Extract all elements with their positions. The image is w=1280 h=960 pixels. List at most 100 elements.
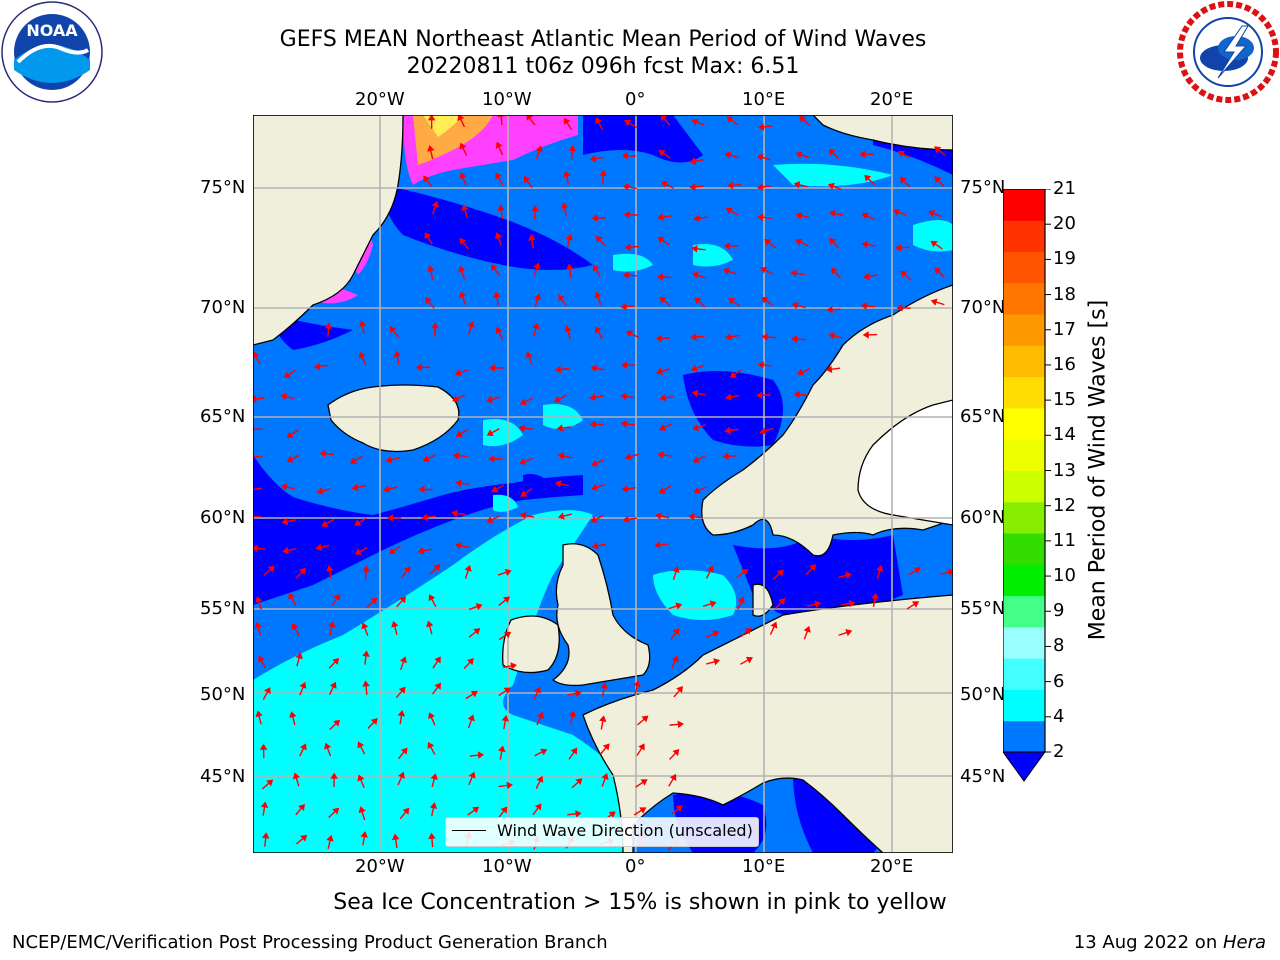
wind-wave-arrowhead [713, 658, 721, 666]
wind-wave-arrowhead [291, 623, 299, 631]
wind-wave-arrowhead [828, 332, 836, 340]
wind-wave-arrowhead [333, 719, 341, 727]
wind-wave-arrowhead [326, 834, 334, 842]
wind-wave-arrowhead [568, 144, 577, 152]
wind-wave-arrowhead [620, 392, 627, 401]
lat-label-left: 50°N [200, 684, 246, 705]
wind-wave-arrowhead [895, 244, 902, 252]
iceland [327, 384, 460, 453]
colorbar-band [1003, 439, 1045, 471]
wind-wave-arrowhead [554, 480, 562, 488]
wind-wave-arrowhead [533, 262, 541, 270]
wind-wave-arrowhead [871, 592, 879, 600]
wind-wave-arrowhead [845, 629, 853, 637]
lon-label-top: 10°E [742, 89, 786, 110]
wind-wave-arrowhead [570, 747, 578, 755]
wind-wave-arrowhead [393, 350, 402, 358]
wind-wave-arrowhead [475, 603, 483, 611]
wind-wave-arrowhead [534, 803, 542, 811]
wind-wave-arrowhead [497, 204, 505, 212]
map-canvas [253, 115, 953, 853]
wind-wave-arrowhead [591, 214, 598, 222]
chart-title: GEFS MEAN Northeast Atlantic Mean Period… [279, 27, 927, 52]
wind-wave-arrowhead [776, 569, 784, 577]
wind-wave-arrowhead [500, 806, 508, 814]
wind-wave-arrowhead [433, 564, 441, 571]
wind-wave-arrowhead [826, 305, 833, 314]
wind-wave-arrowhead [324, 742, 332, 750]
wind-wave-arrowhead [691, 245, 698, 253]
wind-wave-arrowhead [428, 832, 436, 840]
wind-wave-arrowhead [535, 145, 543, 153]
wind-wave-arrowhead [599, 169, 608, 177]
wind-wave-arrowhead [254, 621, 262, 629]
wind-wave-arrowhead [934, 176, 942, 184]
wind-wave-arrowhead [370, 597, 378, 605]
lon-label-bottom: 10°W [482, 856, 532, 877]
wind-wave-arrowhead [793, 390, 800, 399]
wind-wave-arrowhead [761, 333, 768, 341]
lat-label-right: 45°N [960, 766, 1006, 787]
wind-wave-arrowhead [575, 689, 582, 698]
great-britain [551, 543, 651, 687]
lon-label-bottom: 0° [625, 856, 646, 877]
lat-label-left: 45°N [200, 766, 246, 787]
lat-label-right: 55°N [960, 598, 1006, 619]
wind-wave-arrowhead [675, 805, 683, 813]
legend-line-sample [452, 830, 486, 831]
lat-label-right: 65°N [960, 406, 1006, 427]
wind-wave-arrowhead [793, 181, 801, 189]
wind-wave-arrowhead [399, 656, 407, 664]
wind-wave-arrowhead [728, 298, 736, 305]
wind-wave-arrowhead [467, 320, 475, 328]
wind-wave-arrowhead [295, 652, 303, 660]
noaa-logo-text: NOAA [26, 21, 78, 40]
colorbar-band [1003, 470, 1045, 503]
colorbar-tick-label: 2 [1053, 741, 1065, 762]
wind-wave-arrowhead [757, 123, 765, 131]
wind-wave-arrowhead [796, 368, 804, 376]
wind-wave-arrowhead [258, 655, 265, 663]
wind-wave-arrowhead [362, 650, 370, 657]
wind-wave-arrowhead [814, 600, 822, 608]
wind-wave-arrowhead [502, 596, 510, 604]
wind-wave-arrowhead [624, 453, 632, 461]
wind-wave-arrowhead [315, 543, 323, 551]
colorbar-band [1003, 595, 1045, 628]
wind-wave-arrowhead [756, 183, 764, 191]
chart-subtitle: 20220811 t06z 096h fcst Max: 6.51 [406, 54, 800, 79]
lat-label-right: 60°N [960, 507, 1006, 528]
wind-wave-arrowhead [621, 151, 628, 160]
wind-wave-arrowhead [300, 834, 308, 842]
wind-wave-arrowhead [289, 711, 297, 718]
wind-wave-arrowhead [332, 657, 340, 665]
wind-wave-arrowhead [863, 272, 870, 281]
wind-wave-arrowhead [563, 170, 571, 178]
wind-wave-arrowhead [421, 513, 428, 522]
wind-wave-arrowhead [253, 544, 258, 553]
colorbar-tick-label: 10 [1053, 565, 1076, 587]
wind-wave-arrowhead [575, 810, 582, 818]
wind-wave-arrowhead [357, 774, 365, 782]
wind-wave-arrowhead [589, 420, 596, 429]
wind-wave-arrowhead [494, 232, 503, 240]
wind-wave-arrowhead [362, 680, 370, 687]
colorbar-band [1003, 251, 1045, 284]
wind-wave-arrowhead [434, 682, 442, 690]
colorbar-under-arrow [1003, 751, 1046, 782]
wind-wave-arrowhead [641, 715, 649, 723]
wind-wave-arrowhead [427, 115, 436, 121]
wind-wave-arrowhead [892, 208, 900, 216]
wind-wave-arrowhead [590, 516, 598, 523]
wind-wave-arrowhead [455, 479, 462, 487]
colorbar-band [1003, 501, 1045, 534]
wind-wave-arrowhead [591, 542, 599, 550]
wind-wave-arrowhead [427, 741, 435, 750]
wind-wave-arrowhead [495, 141, 503, 149]
wind-wave-arrowhead [386, 514, 394, 522]
wind-wave-arrowhead [848, 599, 856, 608]
wind-wave-arrowhead [600, 682, 608, 689]
wind-wave-arrowhead [725, 207, 733, 215]
colorbar-band [1003, 314, 1045, 346]
footer-credit: NCEP/EMC/Verification Post Processing Pr… [12, 932, 608, 953]
